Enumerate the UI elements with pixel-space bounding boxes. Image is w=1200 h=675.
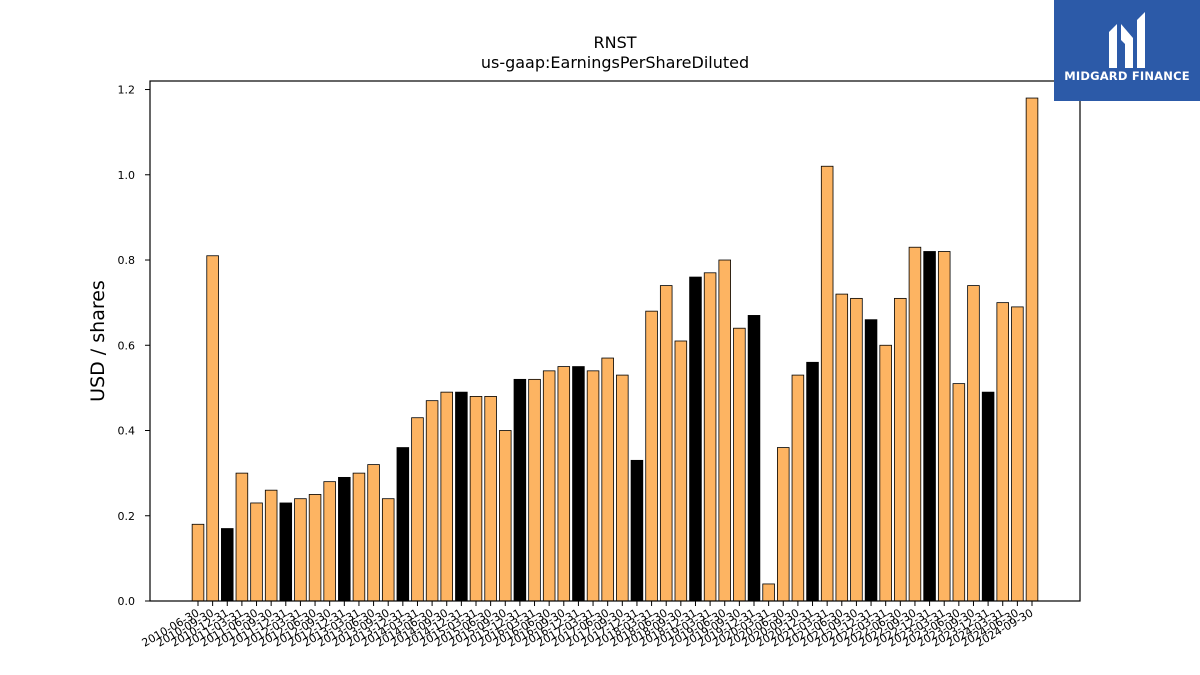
bar-2018-03-31	[645, 310, 658, 602]
bar-2020-09-30	[791, 374, 805, 602]
bar-2022-09-30	[908, 246, 922, 602]
bar-2013-06-30	[367, 464, 380, 602]
bar-2014-06-30	[425, 400, 439, 602]
bar-2024-06-30	[1011, 306, 1024, 602]
bar-2016-03-31	[528, 378, 541, 602]
bar-2013-12-31	[396, 447, 410, 602]
bar-2014-12-31	[455, 391, 468, 602]
bar-2013-09-30	[381, 498, 395, 602]
bar-2018-06-30	[659, 285, 673, 602]
bar-2018-09-30	[674, 340, 688, 602]
bar-2023-12-31	[981, 391, 995, 602]
bar-2012-06-30	[308, 494, 322, 602]
bar-2016-06-30	[542, 370, 556, 602]
bar-2011-09-30	[264, 489, 278, 602]
y-tick-label: 0.6	[118, 339, 136, 352]
bar-2020-03-31	[762, 583, 775, 602]
bar-2019-03-31	[703, 272, 717, 602]
y-tick-label: 0.0	[118, 595, 136, 608]
bar-2014-09-30	[440, 391, 453, 602]
bars-layer	[191, 97, 1039, 602]
bar-2023-06-30	[952, 383, 966, 602]
plot-frame	[149, 80, 1081, 602]
y-tick-label: 1.2	[118, 84, 136, 97]
bar-2023-09-30	[967, 285, 980, 602]
bar-2022-03-31	[879, 344, 892, 602]
bar-2024-09-30	[1025, 97, 1039, 602]
bar-2012-03-31	[294, 498, 307, 602]
bar-2021-09-30	[850, 297, 863, 602]
bar-2010-09-30	[206, 255, 219, 602]
bar-2020-12-31	[806, 361, 819, 602]
y-axis-label: USD / shares	[87, 280, 109, 402]
bar-2018-12-31	[689, 276, 702, 602]
brand-logo: MIDGARD FINANCE	[1054, 0, 1200, 101]
bar-2016-12-31	[572, 366, 585, 602]
bar-2017-03-31	[586, 370, 600, 602]
bar-2019-06-30	[718, 259, 731, 602]
bar-2021-12-31	[864, 319, 878, 602]
bar-2022-06-30	[894, 297, 907, 602]
bar-2011-03-31	[235, 472, 249, 602]
bar-2016-09-30	[557, 366, 571, 602]
bar-2022-12-31	[923, 251, 936, 602]
y-axis-ticks: 0.0 0.2 0.4 0.6 0.8 1.0 1.2	[118, 84, 150, 608]
chart-subtitle: us-gaap:EarningsPerShareDiluted	[481, 53, 749, 72]
bar-2017-12-31	[630, 459, 644, 602]
bar-2010-06-30	[191, 523, 205, 602]
bar-2012-12-31	[338, 476, 351, 602]
bar-2024-03-31	[996, 302, 1009, 602]
y-tick-label: 0.2	[118, 510, 136, 523]
bar-2020-06-30	[777, 447, 790, 602]
bar-2019-12-31	[747, 315, 761, 602]
bar-2014-03-31	[411, 417, 424, 602]
bar-2015-03-31	[469, 396, 483, 602]
y-tick-label: 0.4	[118, 425, 136, 438]
bar-2011-12-31	[279, 502, 293, 602]
bar-2017-06-30	[601, 357, 614, 602]
bar-2015-06-30	[484, 396, 497, 602]
bar-2023-03-31	[937, 251, 951, 602]
bar-2017-09-30	[616, 374, 629, 602]
bar-2010-12-31	[221, 528, 234, 602]
bar-2015-12-31	[513, 378, 527, 602]
brand-logo-icon	[1109, 12, 1145, 68]
bar-2012-09-30	[323, 481, 336, 602]
y-tick-label: 1.0	[118, 169, 136, 182]
x-axis-ticks: 2010-06-302010-09-302010-12-312011-03-31…	[140, 601, 1036, 650]
bar-2011-06-30	[250, 502, 263, 602]
bar-2019-09-30	[733, 327, 746, 602]
brand-name: MIDGARD FINANCE	[1064, 69, 1190, 83]
chart-title: RNST	[593, 33, 636, 52]
bar-2021-03-31	[820, 165, 834, 602]
bar-2015-09-30	[499, 430, 512, 602]
bar-2021-06-30	[835, 293, 849, 602]
y-tick-label: 0.8	[118, 254, 136, 267]
bar-2013-03-31	[352, 472, 366, 602]
